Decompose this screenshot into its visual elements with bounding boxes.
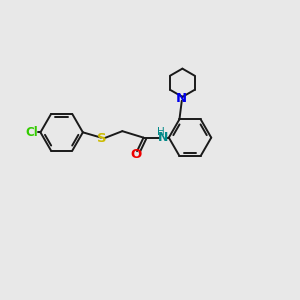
Text: S: S — [97, 132, 106, 145]
Text: O: O — [130, 148, 141, 161]
Text: N: N — [158, 131, 169, 144]
Text: H: H — [157, 127, 164, 137]
Text: N: N — [176, 92, 188, 105]
Text: Cl: Cl — [26, 126, 38, 139]
